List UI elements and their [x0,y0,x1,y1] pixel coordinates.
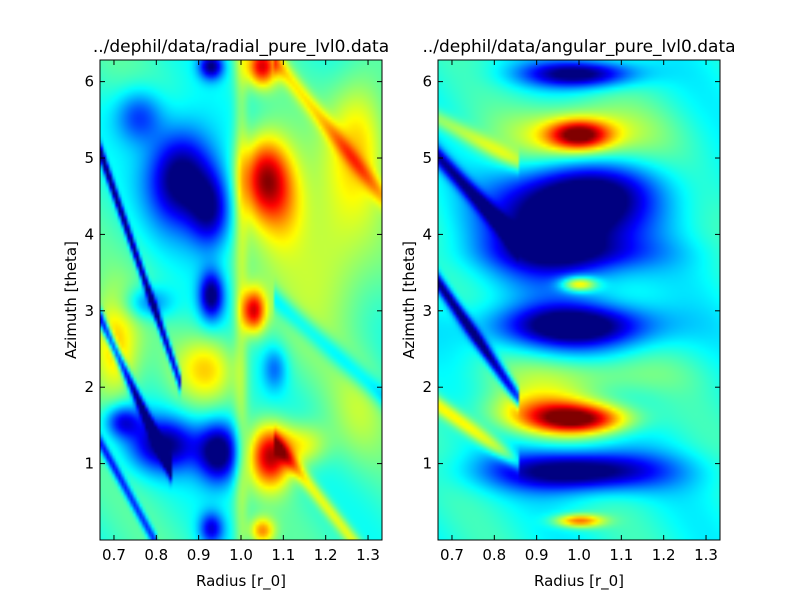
x-tick-label: 1.0 [229,546,253,564]
y-axis-label: Azimuth [theta] [62,241,80,359]
chart-title: ../dephil/data/radial_pure_lvl0.data [93,37,389,57]
x-tick-label: 0.8 [144,546,168,564]
y-tick-label: 5 [84,149,94,167]
y-tick-label: 4 [422,225,432,243]
chart-title: ../dephil/data/angular_pure_lvl0.data [422,37,735,57]
y-tick-label: 5 [422,149,432,167]
y-tick-label: 2 [84,378,94,396]
y-axis-label: Azimuth [theta] [400,241,418,359]
y-tick-label: 1 [422,455,432,473]
x-tick-label: 0.7 [440,546,464,564]
x-tick-label: 1.0 [567,546,591,564]
y-tick-label: 3 [422,302,432,320]
x-axis-label: Radius [r_0] [196,572,286,591]
y-tick-label: 6 [422,73,432,91]
x-tick-label: 1.3 [356,546,380,564]
x-tick-label: 1.1 [609,546,633,564]
angular-heatmap-panel: 0.7 0.8 0.9 1.0 1.1 1.2 1.3 1 2 3 4 5 6 Radius [r_0] A… [400,37,736,591]
heatmap-image [438,60,720,540]
heatmap-image [100,60,382,540]
y-tick-label: 3 [84,302,94,320]
y-tick-label: 2 [422,378,432,396]
x-tick-label: 0.9 [187,546,211,564]
y-tick-label: 4 [84,225,94,243]
radial-heatmap-panel: 0.7 0.8 0.9 1.0 1.1 1.2 1.3 1 2 3 4 5 6 Radius [r_0] A… [62,37,389,591]
x-tick-label: 1.3 [694,546,718,564]
y-tick-label: 1 [84,455,94,473]
y-tick-label: 6 [84,73,94,91]
x-axis-label: Radius [r_0] [534,572,624,591]
x-tick-label: 0.8 [482,546,506,564]
x-tick-label: 1.2 [652,546,676,564]
x-tick-label: 0.9 [525,546,549,564]
x-tick-label: 1.2 [314,546,338,564]
x-tick-label: 1.1 [271,546,295,564]
x-tick-label: 0.7 [102,546,126,564]
